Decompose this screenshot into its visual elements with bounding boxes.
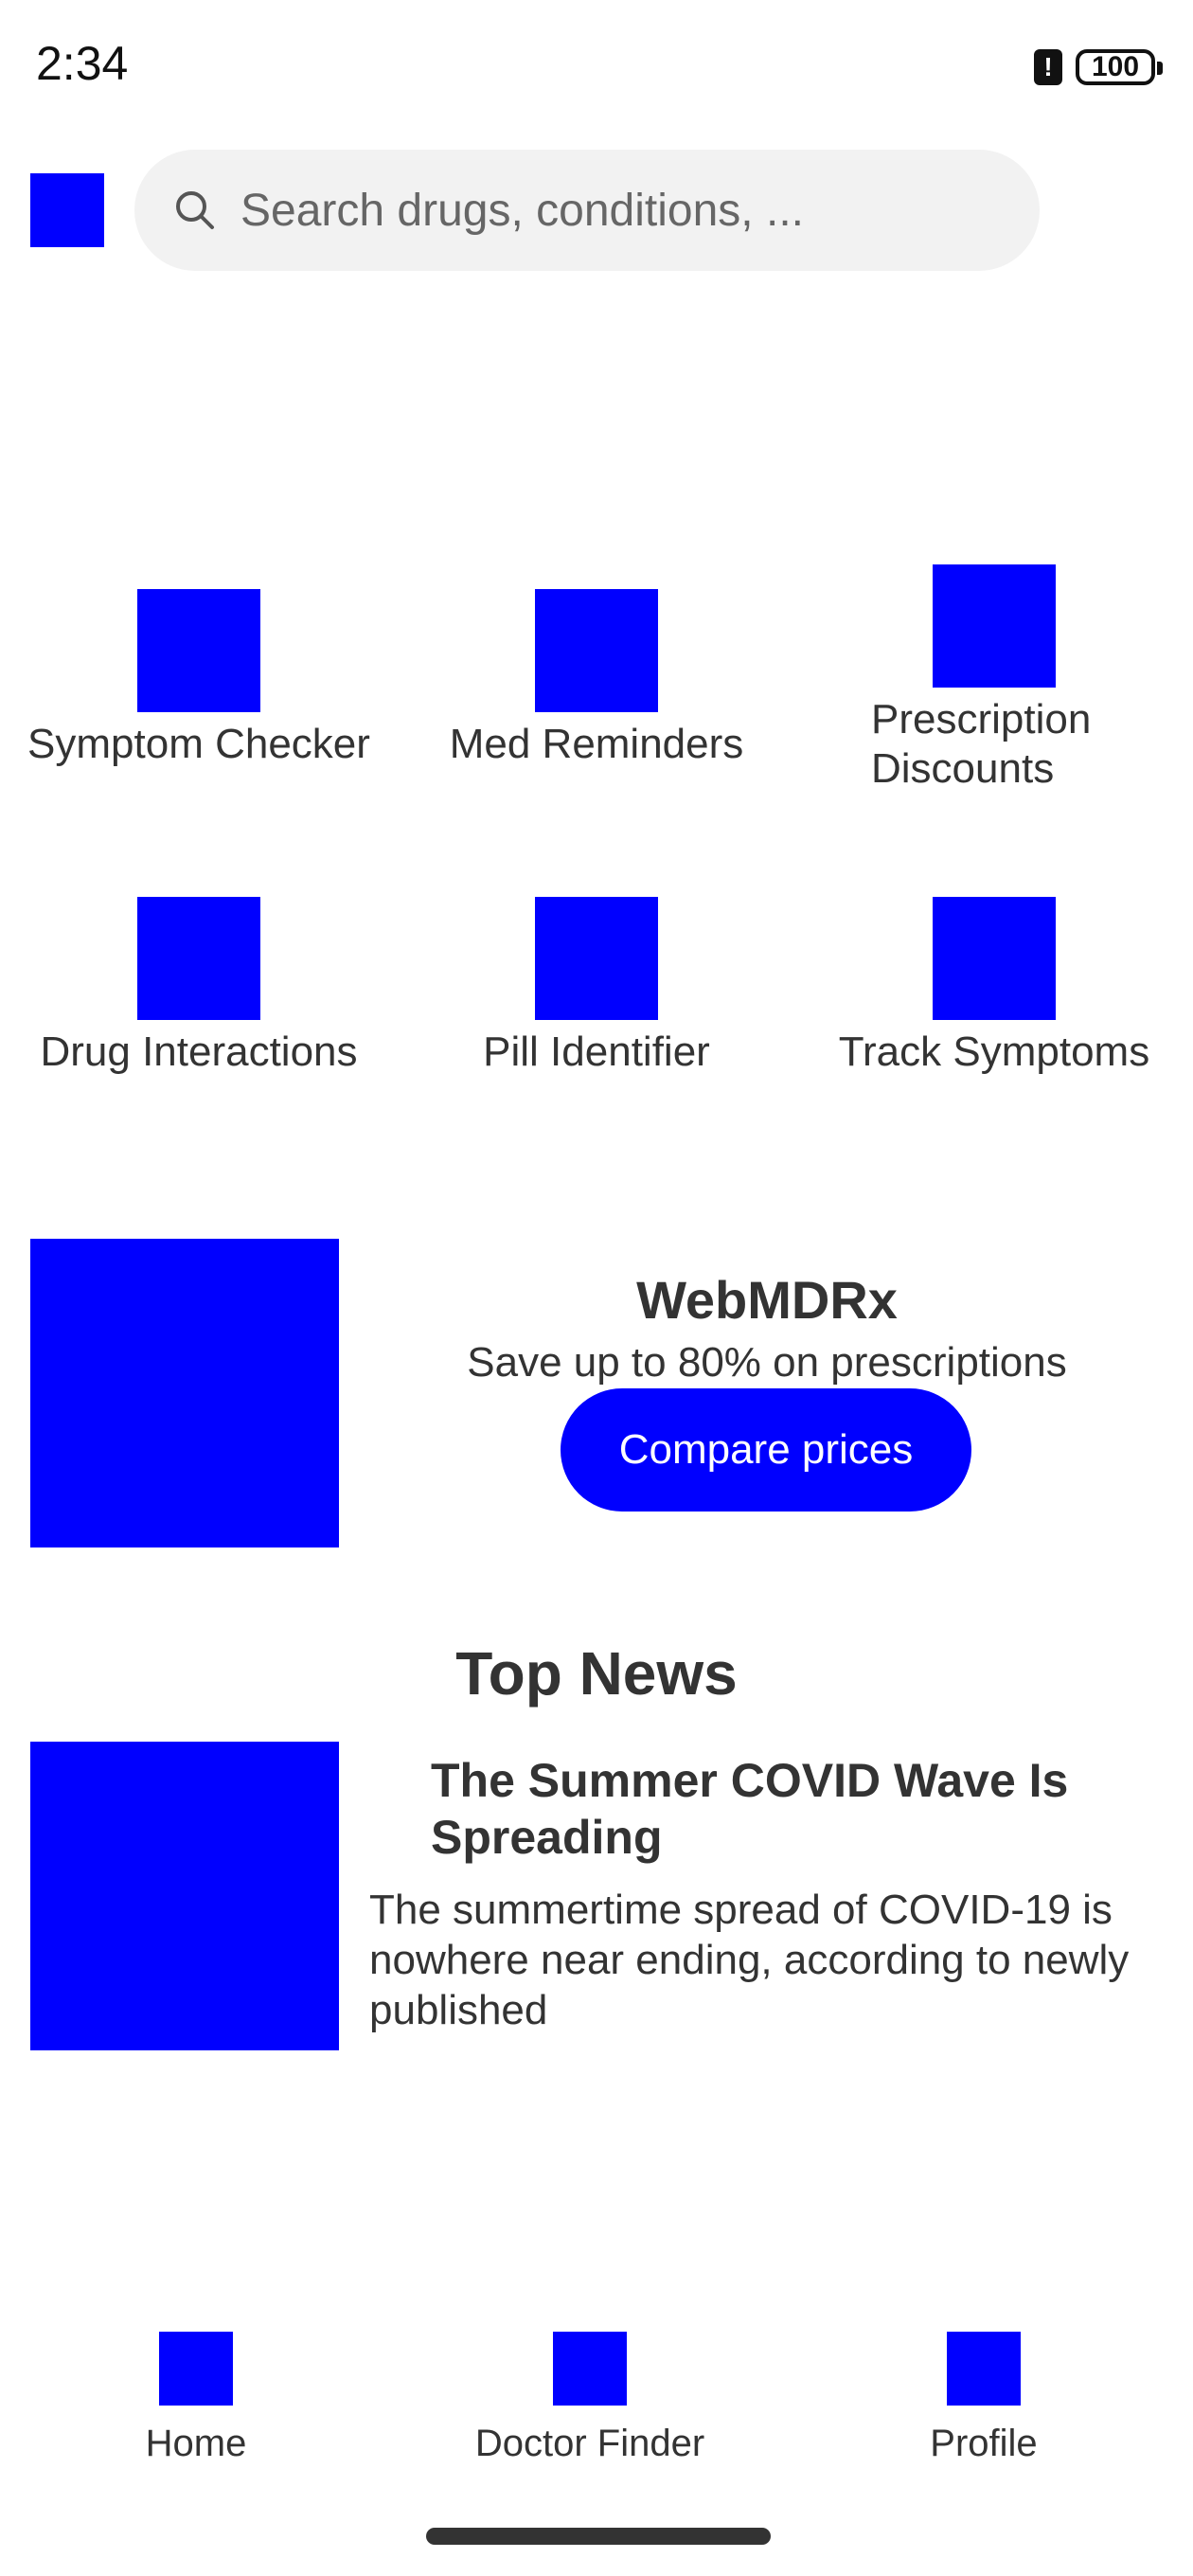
symptom-checker-icon (137, 589, 260, 712)
quick-action-label-line1: Prescription (871, 696, 1092, 742)
search-placeholder: Search drugs, conditions, ... (240, 185, 804, 236)
promo-subtitle: Save up to 80% on prescriptions (467, 1339, 1067, 1386)
promo-title: WebMDRx (636, 1270, 898, 1330)
track-symptoms-icon (933, 897, 1056, 1020)
quick-action-label-line2: Discounts (871, 745, 1055, 792)
home-indicator[interactable] (426, 2528, 771, 2545)
drug-interactions-icon (137, 897, 260, 1020)
home-icon (159, 2332, 233, 2406)
nav-item-doctor-finder[interactable]: Doctor Finder (448, 2332, 732, 2465)
status-time: 2:34 (36, 37, 129, 90)
quick-action-med-reminders[interactable]: Med Reminders (398, 589, 795, 769)
nav-label: Home (145, 2423, 247, 2464)
prescription-discounts-icon (933, 564, 1056, 688)
quick-action-label: Track Symptoms (838, 1029, 1150, 1075)
search-icon (172, 188, 218, 233)
battery-icon: 100 (1076, 49, 1163, 85)
pill-identifier-icon (535, 897, 658, 1020)
quick-action-label: Med Reminders (449, 721, 744, 767)
profile-icon (947, 2332, 1021, 2406)
nav-label: Doctor Finder (474, 2423, 705, 2464)
battery-level: 100 (1091, 51, 1140, 82)
quick-action-symptom-checker[interactable]: Symptom Checker (0, 589, 398, 769)
compare-prices-button[interactable]: Compare prices (561, 1388, 971, 1512)
nav-label: Profile (930, 2423, 1038, 2464)
quick-action-track-symptoms[interactable]: Track Symptoms (795, 897, 1193, 1077)
menu-icon[interactable] (30, 173, 104, 247)
news-article-image[interactable] (30, 1742, 339, 2050)
doctor-finder-icon (553, 2332, 627, 2406)
quick-action-drug-interactions[interactable]: Drug Interactions (0, 897, 398, 1077)
quick-action-pill-identifier[interactable]: Pill Identifier (398, 897, 795, 1077)
news-article-title[interactable]: The Summer COVID Wave Is Spreading (431, 1754, 1069, 1864)
quick-action-label: Pill Identifier (483, 1029, 710, 1075)
quick-action-prescription-discounts[interactable]: Prescription Discounts (795, 564, 1193, 794)
nav-item-profile[interactable]: Profile (889, 2332, 1078, 2465)
quick-action-label: Symptom Checker (27, 721, 370, 767)
news-article-snippet: The summertime spread of COVID-19 is now… (369, 1887, 1130, 2033)
promo-image (30, 1239, 339, 1547)
alert-icon: ! (1034, 49, 1062, 85)
quick-action-label: Drug Interactions (40, 1029, 358, 1075)
search-input[interactable]: Search drugs, conditions, ... (134, 150, 1040, 271)
status-icons: ! 100 (1034, 45, 1163, 89)
section-heading-top-news: Top News (455, 1639, 738, 1708)
nav-item-home[interactable]: Home (101, 2332, 291, 2465)
med-reminders-icon (535, 589, 658, 712)
